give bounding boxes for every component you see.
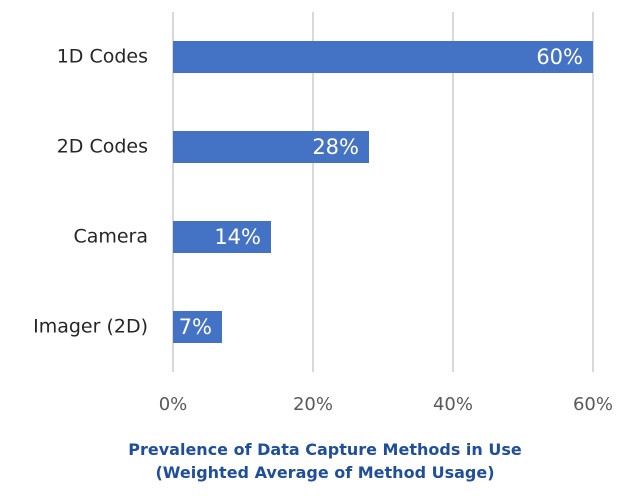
- x-tick-label: 60%: [573, 394, 613, 415]
- bar: [173, 131, 369, 163]
- data-label: 7%: [179, 315, 212, 339]
- category-label: 2D Codes: [57, 136, 148, 158]
- category-labels: 1D Codes 2D Codes Camera Imager (2D): [33, 46, 148, 338]
- chart-title-line-2: (Weighted Average of Method Usage): [155, 463, 494, 482]
- data-label: 14%: [214, 225, 261, 249]
- category-label: 1D Codes: [57, 46, 148, 68]
- chart-title-line-1: Prevalence of Data Capture Methods in Us…: [128, 440, 522, 459]
- category-label: Camera: [73, 226, 148, 248]
- category-label: Imager (2D): [33, 316, 148, 338]
- data-label: 60%: [536, 45, 583, 69]
- bar: [173, 311, 222, 343]
- data-label: 28%: [312, 135, 359, 159]
- x-tick-label: 40%: [433, 394, 473, 415]
- x-tick-label: 20%: [293, 394, 333, 415]
- bar: [173, 221, 271, 253]
- x-tick-labels: 0% 20% 40% 60%: [159, 394, 613, 415]
- bars: 60% 28% 14% 7%: [173, 41, 593, 343]
- x-tick-label: 0%: [159, 394, 188, 415]
- bar: [173, 41, 593, 73]
